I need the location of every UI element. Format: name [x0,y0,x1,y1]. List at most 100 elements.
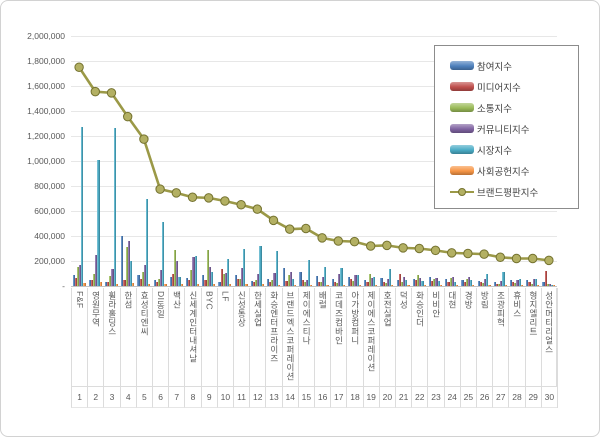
bar [261,284,264,286]
bar [218,281,221,286]
bar [74,277,77,286]
rank-label: 25 [459,387,476,408]
rank-label: 2 [87,387,104,408]
bar-group [184,36,200,286]
category-label: 코데즈컴바인 [334,291,345,345]
rank-label: 29 [524,387,541,408]
y-axis-tick-label: 1,400,000 [27,106,65,116]
category-label: F&F [74,291,85,309]
bar [171,274,175,286]
bar-group [265,36,281,286]
bar [202,274,205,286]
category-label: 휠라홀딩스 [107,291,118,336]
bar [273,272,276,286]
bar [461,280,464,286]
market-index-swatch [450,145,474,154]
category-label: 호전실업 [382,291,393,327]
bar [414,280,418,286]
category-label: 덕성 [398,291,409,309]
category-label: 제이에스코퍼레이션 [366,291,377,372]
bar [162,222,165,286]
bar [252,281,256,286]
bar [453,282,457,286]
line-marker [106,88,117,98]
bar [356,275,359,286]
rank-label: 6 [152,387,169,408]
bar [234,274,237,286]
bar [289,272,292,286]
bar [358,284,362,286]
bar [479,282,482,286]
bar [129,261,133,286]
bar [428,276,432,286]
bar [317,281,320,286]
bar [463,282,466,286]
category-label-cell: 덕성 [395,288,412,387]
bar [121,236,124,286]
rank-label: 23 [427,387,444,408]
bar [178,276,181,286]
bar [229,283,232,286]
bar [257,274,260,286]
rank-label: 11 [233,387,250,408]
bar [287,274,290,286]
line-marker [74,62,84,72]
y-axis-tick-label: 400,000 [34,231,65,241]
bar [495,283,499,286]
bar [439,284,443,286]
line-marker [414,243,424,254]
bar [104,282,108,286]
bar [412,279,415,286]
category-label-cell: BYC [200,288,217,387]
y-axis-tick-label: 1,800,000 [27,56,65,66]
bar [250,281,253,286]
category-label: 신성통상 [236,291,247,327]
bar-group [233,36,249,286]
legend-label: 미디어지수 [477,82,521,94]
bar [97,160,100,286]
bar [391,284,394,286]
category-label: 대현 [447,291,458,309]
bar [143,265,147,286]
bar [192,257,195,286]
rank-label: 20 [378,387,395,408]
category-label-cell: 신세계인터내셔날 [184,288,201,387]
category-label: 성안머티리얼스 [544,291,555,354]
bar [389,269,392,286]
bar [236,278,239,286]
line-marker [139,134,149,144]
bar-group [249,36,265,286]
bar [500,281,503,286]
gridline [71,111,557,112]
category-label: 아가방컴퍼니 [350,291,361,345]
bar [433,279,436,286]
bar [431,281,434,286]
bar [447,281,450,286]
bar [93,274,96,286]
communication-index-swatch [450,103,474,112]
bar [400,282,404,286]
line-marker [495,252,505,262]
bar [245,284,248,286]
bar [354,274,357,286]
bar [148,283,151,286]
y-axis-tick-label: 1,200,000 [27,131,65,141]
bar [342,284,345,286]
category-label: 효성티엔씨 [139,291,150,336]
rank-label: 16 [314,387,331,408]
bar [319,282,323,286]
category-label-cell: 대현 [443,288,460,387]
bar [512,281,515,286]
bar [472,284,475,286]
bar [534,278,538,286]
category-label-cell: 호전실업 [378,288,395,387]
line-marker [333,236,343,246]
bar [194,256,197,286]
legend-label: 시장지수 [477,145,512,157]
category-label: DI동일 [155,291,166,319]
rank-label: 14 [281,387,298,408]
bar [174,249,177,286]
bar-group [476,36,492,286]
line-marker [317,233,327,243]
